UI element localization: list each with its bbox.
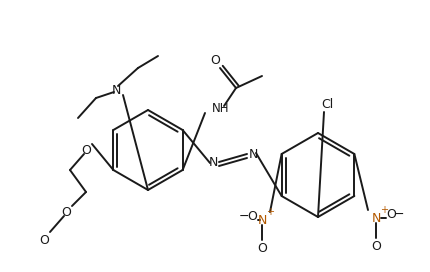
- Text: N: N: [208, 156, 218, 169]
- Text: O: O: [257, 242, 267, 255]
- Text: O: O: [39, 233, 49, 246]
- Text: NH: NH: [212, 101, 230, 115]
- Text: O: O: [81, 144, 91, 156]
- Text: Cl: Cl: [321, 97, 333, 110]
- Text: +: +: [266, 207, 274, 217]
- Text: O: O: [247, 209, 257, 222]
- Text: O: O: [386, 208, 396, 221]
- Text: N: N: [111, 84, 121, 97]
- Text: O: O: [210, 54, 220, 66]
- Text: O: O: [61, 206, 71, 218]
- Text: O: O: [371, 240, 381, 252]
- Text: −: −: [394, 208, 404, 221]
- Text: −: −: [239, 209, 249, 222]
- Text: +: +: [380, 205, 388, 215]
- Text: N: N: [372, 212, 381, 224]
- Text: N: N: [257, 214, 267, 227]
- Text: N: N: [248, 149, 258, 162]
